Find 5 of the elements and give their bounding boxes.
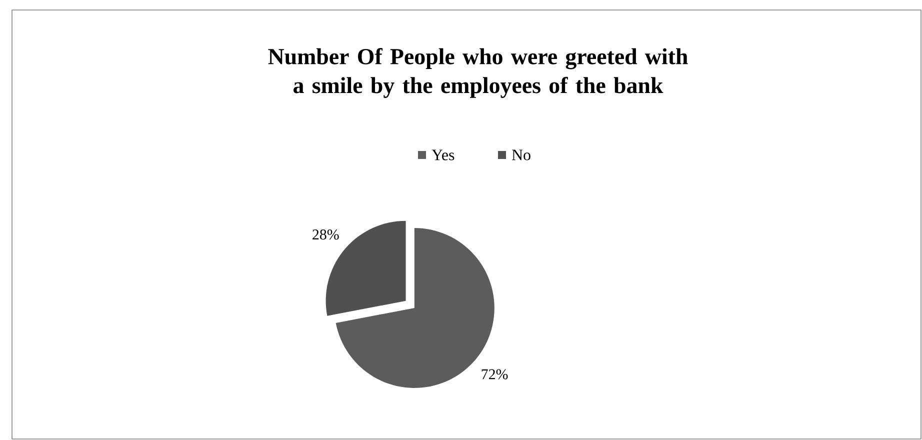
- data-label: 72%: [482, 369, 508, 380]
- legend-label: No: [512, 150, 530, 160]
- data-label: 28%: [312, 229, 339, 240]
- legend-label: Yes: [432, 150, 454, 160]
- chart-title: Number Of People who were greeted with a smile by the employees of the bank: [268, 48, 688, 98]
